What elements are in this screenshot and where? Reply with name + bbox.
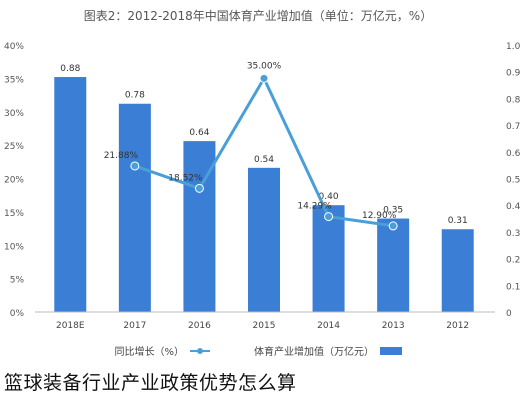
caption: 篮球装备行业产业政策优势怎么算 bbox=[4, 372, 297, 394]
bar-data-label: 0.64 bbox=[189, 128, 209, 138]
line-data-label: 18.52% bbox=[168, 173, 203, 183]
left-axis-tick-label: 20% bbox=[4, 176, 24, 186]
left-axis-tick-label: 35% bbox=[4, 75, 24, 85]
right-axis-tick-label: 0.5 bbox=[506, 176, 520, 186]
x-tick-label: 2014 bbox=[317, 321, 340, 331]
legend-bar-swatch bbox=[380, 347, 402, 355]
legend-line-label: 同比增长（%） bbox=[114, 345, 184, 358]
left-axis-tick-label: 25% bbox=[4, 142, 24, 152]
left-axis-tick-label: 15% bbox=[4, 209, 24, 219]
line-data-label: 21.88% bbox=[104, 151, 139, 161]
line-series: 21.88% 18.52% 35.00% 14.29% 12.90% bbox=[104, 61, 398, 231]
bar-data-label: 0.54 bbox=[254, 155, 274, 165]
line-data-label: 12.90% bbox=[362, 211, 397, 221]
bar bbox=[441, 229, 474, 312]
x-tick-label: 2012 bbox=[446, 321, 469, 331]
bar bbox=[54, 77, 87, 312]
line-point bbox=[324, 212, 334, 222]
legend-bar-label: 体育产业增加值（万亿元） bbox=[254, 345, 374, 358]
legend: 同比增长（%） 体育产业增加值（万亿元） bbox=[114, 345, 402, 358]
left-axis: 40% 35% 30% 25% 20% 15% 10% 5% 0% bbox=[4, 42, 24, 319]
bar-data-label: 0.88 bbox=[60, 64, 80, 74]
right-axis-tick-label: 0.8 bbox=[506, 95, 521, 105]
right-axis-tick-label: 1.0 bbox=[506, 42, 521, 52]
right-axis: 1.0 0.9 0.8 0.7 0.6 0.5 0.4 0.3 0.2 0.1 0 bbox=[506, 42, 521, 319]
right-axis-tick-label: 0.4 bbox=[506, 202, 521, 212]
x-axis: 2018E 2017 2016 2015 2014 2013 2012 bbox=[35, 311, 495, 331]
legend-line-marker bbox=[197, 348, 203, 354]
right-axis-tick-label: 0.9 bbox=[506, 69, 521, 79]
right-axis-tick-label: 0.7 bbox=[506, 122, 520, 132]
bar-data-label: 0.78 bbox=[125, 91, 145, 101]
left-axis-tick-label: 10% bbox=[4, 242, 24, 252]
left-axis-tick-label: 40% bbox=[4, 42, 24, 52]
chart-title: 图表2：2012-2018年中国体育产业增加值（单位：万亿元，%） bbox=[84, 8, 432, 23]
right-axis-tick-label: 0.6 bbox=[506, 149, 521, 159]
bar bbox=[248, 167, 280, 312]
line-point bbox=[130, 161, 140, 171]
left-axis-tick-label: 0% bbox=[10, 309, 25, 319]
line-data-label: 14.29% bbox=[297, 202, 332, 212]
right-axis-tick-label: 0.1 bbox=[506, 282, 520, 292]
left-axis-tick-label: 5% bbox=[10, 276, 25, 286]
x-tick-label: 2015 bbox=[253, 321, 276, 331]
left-axis-tick-label: 30% bbox=[4, 109, 24, 119]
right-axis-tick-label: 0 bbox=[506, 309, 512, 319]
line-point bbox=[194, 183, 204, 193]
bar bbox=[118, 103, 151, 313]
x-tick-label: 2017 bbox=[123, 321, 146, 331]
line-point bbox=[388, 221, 398, 231]
bar-data-label: 0.40 bbox=[319, 192, 339, 202]
right-axis-tick-label: 0.2 bbox=[506, 256, 520, 266]
x-tick-label: 2018E bbox=[56, 321, 85, 331]
x-tick-label: 2013 bbox=[382, 321, 405, 331]
x-tick-label: 2016 bbox=[188, 321, 211, 331]
line-point bbox=[259, 73, 269, 83]
bar bbox=[312, 205, 345, 312]
bar-data-label: 0.31 bbox=[448, 216, 468, 226]
line-data-label: 35.00% bbox=[247, 61, 282, 71]
bar-data-label: 0.35 bbox=[383, 206, 403, 216]
bar bbox=[377, 218, 410, 312]
right-axis-tick-label: 0.3 bbox=[506, 229, 520, 239]
bar-series: 0.88 0.78 0.64 0.54 0.40 0.35 0.31 bbox=[54, 64, 474, 313]
